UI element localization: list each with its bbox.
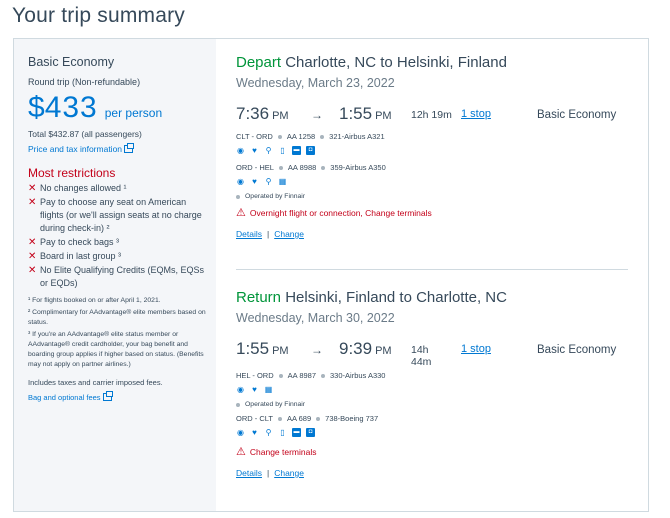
- return-duration: 14h 44m: [411, 344, 432, 368]
- arrow-right-icon: →: [311, 343, 323, 357]
- includes-fees-note: Includes taxes and carrier imposed fees.: [28, 378, 163, 387]
- return-direction: Return: [236, 289, 282, 306]
- depart-dep-time: 7:36 PM: [236, 104, 289, 123]
- external-window-icon: [124, 143, 135, 153]
- wifi-icon: ◉: [237, 146, 244, 155]
- trip-type: Round trip (Non-refundable): [28, 77, 141, 87]
- return-details-link[interactable]: Details: [236, 468, 262, 478]
- wifi-box-icon: ◘: [306, 146, 315, 155]
- x-icon: ✕: [28, 251, 37, 262]
- wifi-box-icon: ◘: [306, 428, 315, 437]
- depart-title: Depart Charlotte, NC to Helsinki, Finlan…: [236, 54, 628, 71]
- depart-stops-link[interactable]: 1 stop: [461, 108, 491, 120]
- return-date: Wednesday, March 30, 2022: [236, 311, 395, 325]
- phone-entertainment-icon: ▯: [280, 146, 285, 155]
- usb-power-icon: ⚲: [265, 428, 272, 437]
- warning-icon: ⚠: [236, 207, 246, 219]
- restriction-item: ✕ Pay to check bags ³: [28, 237, 120, 248]
- entertainment-icon: ▬: [292, 428, 301, 437]
- amenities: ◉ ♥ ⚲ ▯ ▬ ◘: [236, 428, 628, 437]
- return-change-link[interactable]: Change: [274, 468, 304, 478]
- depart-cabin: Basic Economy: [537, 109, 617, 121]
- wifi-icon: ◉: [237, 177, 244, 186]
- footnote: ³ If you're an AAdvantage® elite status …: [28, 331, 204, 368]
- operated-by: Operated by Finnair: [236, 193, 628, 200]
- return-arr-time: 9:39 PM: [339, 339, 392, 358]
- depart-route: Charlotte, NC to Helsinki, Finland: [285, 54, 507, 71]
- price-tax-link[interactable]: Price and tax information: [28, 143, 135, 154]
- flight-leg: HEL - ORD AA 8987 330-Airbus A330: [236, 371, 386, 380]
- return-warning: ⚠ Change terminals: [236, 446, 317, 458]
- flight-leg: CLT - ORD AA 1258 321-Airbus A321: [236, 132, 385, 141]
- return-segment: Return Helsinki, Finland to Charlotte, N…: [236, 289, 628, 478]
- restriction-item: ✕ Pay to choose any seat on American flig…: [28, 197, 202, 233]
- footnote: ¹ For flights booked on or after April 1…: [28, 297, 161, 304]
- depart-details-link[interactable]: Details: [236, 229, 262, 239]
- drink-icon: ♥: [252, 428, 257, 437]
- depart-date: Wednesday, March 23, 2022: [236, 76, 395, 90]
- restriction-item: ✕ No Elite Qualifying Credits (EQMs, EQSs…: [28, 265, 205, 288]
- return-cabin: Basic Economy: [537, 344, 617, 356]
- operated-by: Operated by Finnair: [236, 401, 628, 408]
- depart-duration: 12h 19m: [411, 109, 452, 121]
- flight-leg: ORD - CLT AA 689 738-Boeing 737: [236, 414, 379, 423]
- arrow-right-icon: →: [311, 108, 323, 122]
- footnote: ² Complimentary for AAdvantage® elite me…: [28, 309, 206, 326]
- depart-arr-time: 1:55 PM: [339, 104, 392, 123]
- usb-power-icon: ⚲: [265, 146, 272, 155]
- restriction-item: ✕ No changes allowed ¹: [28, 183, 127, 194]
- amenities: ◉ ♥ ▦: [236, 385, 628, 394]
- fare-sidebar: Basic Economy Round trip (Non-refundable…: [14, 39, 216, 511]
- external-window-icon: [102, 391, 113, 401]
- depart-times: 7:36 PM → 1:55 PM 12h 19m 1 stop Basic Eco…: [236, 104, 628, 130]
- amenities: ◉ ♥ ⚲ ▦: [236, 177, 628, 186]
- usb-power-icon: ⚲: [265, 177, 272, 186]
- segment-divider: [236, 269, 628, 270]
- price-per: per person: [104, 106, 163, 120]
- price: $ 433 per person: [28, 91, 216, 125]
- depart-segment: Depart Charlotte, NC to Helsinki, Finlan…: [236, 54, 628, 239]
- depart-change-link[interactable]: Change: [274, 229, 304, 239]
- wifi-icon: ◉: [237, 428, 244, 437]
- entertainment-icon: ▬: [292, 146, 301, 155]
- restrictions-title: Most restrictions: [28, 166, 116, 180]
- entertainment-icon: ▦: [264, 385, 273, 394]
- depart-links: Details | Change: [236, 229, 304, 239]
- x-icon: ✕: [28, 237, 37, 248]
- depart-direction: Depart: [236, 54, 282, 71]
- depart-warning: ⚠ Overnight flight or connection, Change …: [236, 207, 432, 219]
- wifi-icon: ◉: [237, 385, 244, 394]
- entertainment-icon: ▦: [278, 177, 287, 186]
- return-links: Details | Change: [236, 468, 304, 478]
- total-price: Total $432.87 (all passengers): [28, 129, 142, 139]
- return-title: Return Helsinki, Finland to Charlotte, N…: [236, 289, 628, 306]
- page-title: Your trip summary: [12, 4, 186, 27]
- bag-fees-link-label: Bag and optional fees: [28, 393, 101, 402]
- warning-icon: ⚠: [236, 446, 246, 458]
- drink-icon: ♥: [252, 146, 257, 155]
- return-route: Helsinki, Finland to Charlotte, NC: [285, 289, 507, 306]
- trip-summary-card: Basic Economy Round trip (Non-refundable…: [13, 38, 649, 512]
- amenities: ◉ ♥ ⚲ ▯ ▬ ◘: [236, 146, 628, 155]
- bag-fees-link[interactable]: Bag and optional fees: [28, 391, 113, 402]
- x-icon: ✕: [28, 183, 37, 194]
- return-dep-time: 1:55 PM: [236, 339, 289, 358]
- x-icon: ✕: [28, 197, 37, 208]
- price-symbol: $: [28, 91, 45, 124]
- phone-entertainment-icon: ▯: [280, 428, 285, 437]
- drink-icon: ♥: [252, 177, 257, 186]
- restriction-item: ✕ Board in last group ³: [28, 251, 122, 262]
- return-stops-link[interactable]: 1 stop: [461, 343, 491, 355]
- restriction-list: ✕ No changes allowed ¹ ✕ Pay to choose any…: [28, 182, 216, 290]
- price-amount: 433: [44, 91, 98, 124]
- footnotes: ¹ For flights booked on or after April 1…: [28, 296, 206, 370]
- drink-icon: ♥: [252, 385, 257, 394]
- price-tax-link-label: Price and tax information: [28, 144, 123, 154]
- fare-name: Basic Economy: [28, 55, 115, 69]
- flight-leg: ORD - HEL AA 8988 359-Airbus A350: [236, 163, 386, 172]
- x-icon: ✕: [28, 265, 37, 276]
- return-times: 1:55 PM → 9:39 PM 14h 44m 1 stop Basic Econ…: [236, 339, 628, 369]
